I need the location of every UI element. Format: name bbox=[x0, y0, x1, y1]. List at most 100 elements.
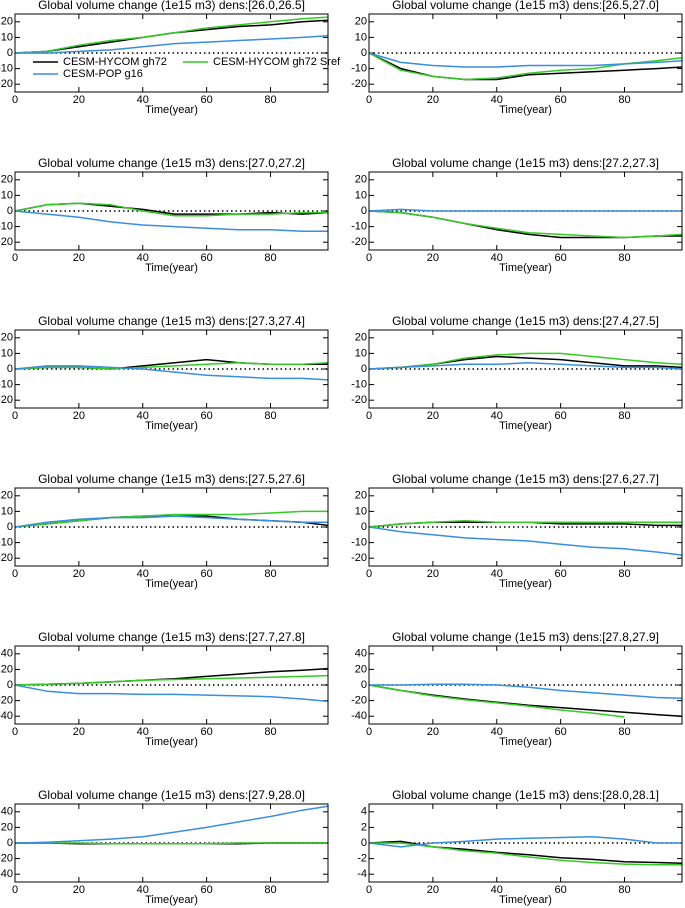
series-line bbox=[369, 683, 683, 700]
x-tick-label: 60 bbox=[555, 410, 567, 422]
y-tick-label: 10 bbox=[355, 505, 367, 517]
y-tick-label: 20 bbox=[355, 174, 367, 186]
y-tick-label: -4 bbox=[357, 868, 367, 880]
y-tick-label: 20 bbox=[355, 663, 367, 675]
y-tick-label: 4 bbox=[361, 806, 367, 818]
x-axis-label: Time(year) bbox=[145, 420, 198, 432]
x-tick-label: 0 bbox=[366, 252, 372, 264]
x-tick-label: 60 bbox=[555, 568, 567, 580]
x-tick-label: 0 bbox=[366, 568, 372, 580]
x-tick-label: 80 bbox=[264, 252, 276, 264]
y-tick-label: 0 bbox=[7, 363, 13, 375]
x-tick-label: 20 bbox=[73, 94, 85, 106]
y-tick-label: -10 bbox=[351, 537, 367, 549]
x-tick-label: 60 bbox=[201, 726, 213, 738]
series-line bbox=[368, 526, 683, 556]
x-axis-label: Time(year) bbox=[499, 420, 552, 432]
plot-frame bbox=[368, 13, 683, 93]
plot-frame bbox=[14, 13, 329, 93]
x-tick-label: 60 bbox=[201, 884, 213, 896]
plot-frame bbox=[368, 487, 683, 567]
y-tick-label: -10 bbox=[0, 63, 13, 75]
series-line bbox=[14, 202, 328, 217]
x-axis-label: Time(year) bbox=[499, 894, 552, 906]
series-line bbox=[15, 35, 329, 54]
y-tick-label: 2 bbox=[361, 821, 367, 833]
y-tick-label: 20 bbox=[1, 490, 13, 502]
x-axis-label: Time(year) bbox=[499, 736, 552, 748]
x-axis-label: Time(year) bbox=[499, 262, 552, 274]
y-tick-label: 40 bbox=[1, 648, 13, 660]
x-tick-label: 80 bbox=[264, 410, 276, 422]
x-axis-label: Time(year) bbox=[145, 262, 198, 274]
x-tick-label: 40 bbox=[491, 94, 503, 106]
panel: Global volume change (1e15 m3) dens:[27.… bbox=[0, 156, 329, 274]
x-tick-label: 20 bbox=[427, 568, 439, 580]
x-axis-label: Time(year) bbox=[499, 104, 552, 116]
y-tick-label: -20 bbox=[351, 394, 367, 406]
panel: Global volume change (1e15 m3) dens:[28.… bbox=[357, 788, 683, 906]
x-tick-label: 0 bbox=[366, 410, 372, 422]
panel-title: Global volume change (1e15 m3) dens:[27.… bbox=[38, 788, 305, 802]
plot-frame bbox=[368, 329, 683, 409]
plot-frame bbox=[368, 645, 683, 725]
y-tick-label: 10 bbox=[355, 31, 367, 43]
x-tick-label: 80 bbox=[618, 884, 630, 896]
x-tick-label: 40 bbox=[491, 726, 503, 738]
x-tick-label: 20 bbox=[427, 252, 439, 264]
y-tick-label: 20 bbox=[355, 490, 367, 502]
y-tick-label: 10 bbox=[355, 347, 367, 359]
y-tick-label: -20 bbox=[0, 695, 13, 707]
y-tick-label: 20 bbox=[1, 663, 13, 675]
y-tick-label: -10 bbox=[351, 379, 367, 391]
y-tick-label: -20 bbox=[0, 853, 13, 865]
y-tick-label: -20 bbox=[351, 236, 367, 248]
x-tick-label: 20 bbox=[427, 884, 439, 896]
panel-title: Global volume change (1e15 m3) dens:[27.… bbox=[392, 156, 659, 170]
y-tick-label: -10 bbox=[351, 63, 367, 75]
x-tick-label: 0 bbox=[12, 94, 18, 106]
x-tick-label: 20 bbox=[427, 94, 439, 106]
series-line bbox=[14, 16, 329, 54]
series-line bbox=[368, 208, 682, 212]
x-tick-label: 20 bbox=[427, 726, 439, 738]
panel: Global volume change (1e15 m3) dens:[27.… bbox=[0, 472, 329, 590]
panel: Global volume change (1e15 m3) dens:[27.… bbox=[0, 630, 329, 748]
x-axis-label: Time(year) bbox=[145, 104, 198, 116]
y-tick-label: 0 bbox=[7, 679, 13, 691]
plot-frame bbox=[14, 487, 329, 567]
y-tick-label: -40 bbox=[0, 868, 13, 880]
series-line bbox=[14, 362, 329, 370]
y-tick-label: 0 bbox=[361, 205, 367, 217]
x-tick-label: 60 bbox=[555, 252, 567, 264]
plot-frame bbox=[14, 803, 329, 883]
y-tick-label: 10 bbox=[1, 189, 13, 201]
x-tick-label: 20 bbox=[73, 568, 85, 580]
x-tick-label: 20 bbox=[73, 726, 85, 738]
y-tick-label: 20 bbox=[355, 332, 367, 344]
x-tick-label: 0 bbox=[366, 726, 372, 738]
x-tick-label: 60 bbox=[555, 94, 567, 106]
x-tick-label: 60 bbox=[555, 726, 567, 738]
x-tick-label: 0 bbox=[12, 568, 18, 580]
plot-frame bbox=[14, 329, 329, 409]
y-tick-label: 10 bbox=[1, 347, 13, 359]
x-tick-label: 60 bbox=[201, 568, 213, 580]
panel-title: Global volume change (1e15 m3) dens:[28.… bbox=[392, 788, 659, 802]
x-tick-label: 0 bbox=[12, 726, 18, 738]
panel: Global volume change (1e15 m3) dens:[26.… bbox=[0, 0, 341, 116]
x-tick-label: 80 bbox=[264, 94, 276, 106]
series-line bbox=[14, 202, 329, 215]
y-tick-label: -20 bbox=[0, 78, 13, 90]
panel-title: Global volume change (1e15 m3) dens:[26.… bbox=[38, 0, 305, 12]
x-axis-label: Time(year) bbox=[145, 736, 198, 748]
panel: Global volume change (1e15 m3) dens:[27.… bbox=[351, 630, 683, 748]
panel-title: Global volume change (1e15 m3) dens:[27.… bbox=[38, 156, 305, 170]
x-tick-label: 20 bbox=[73, 252, 85, 264]
x-tick-label: 80 bbox=[264, 884, 276, 896]
y-tick-label: 0 bbox=[361, 363, 367, 375]
x-tick-label: 40 bbox=[137, 252, 149, 264]
x-tick-label: 40 bbox=[491, 410, 503, 422]
y-tick-label: -20 bbox=[0, 552, 13, 564]
x-axis-label: Time(year) bbox=[145, 894, 198, 906]
